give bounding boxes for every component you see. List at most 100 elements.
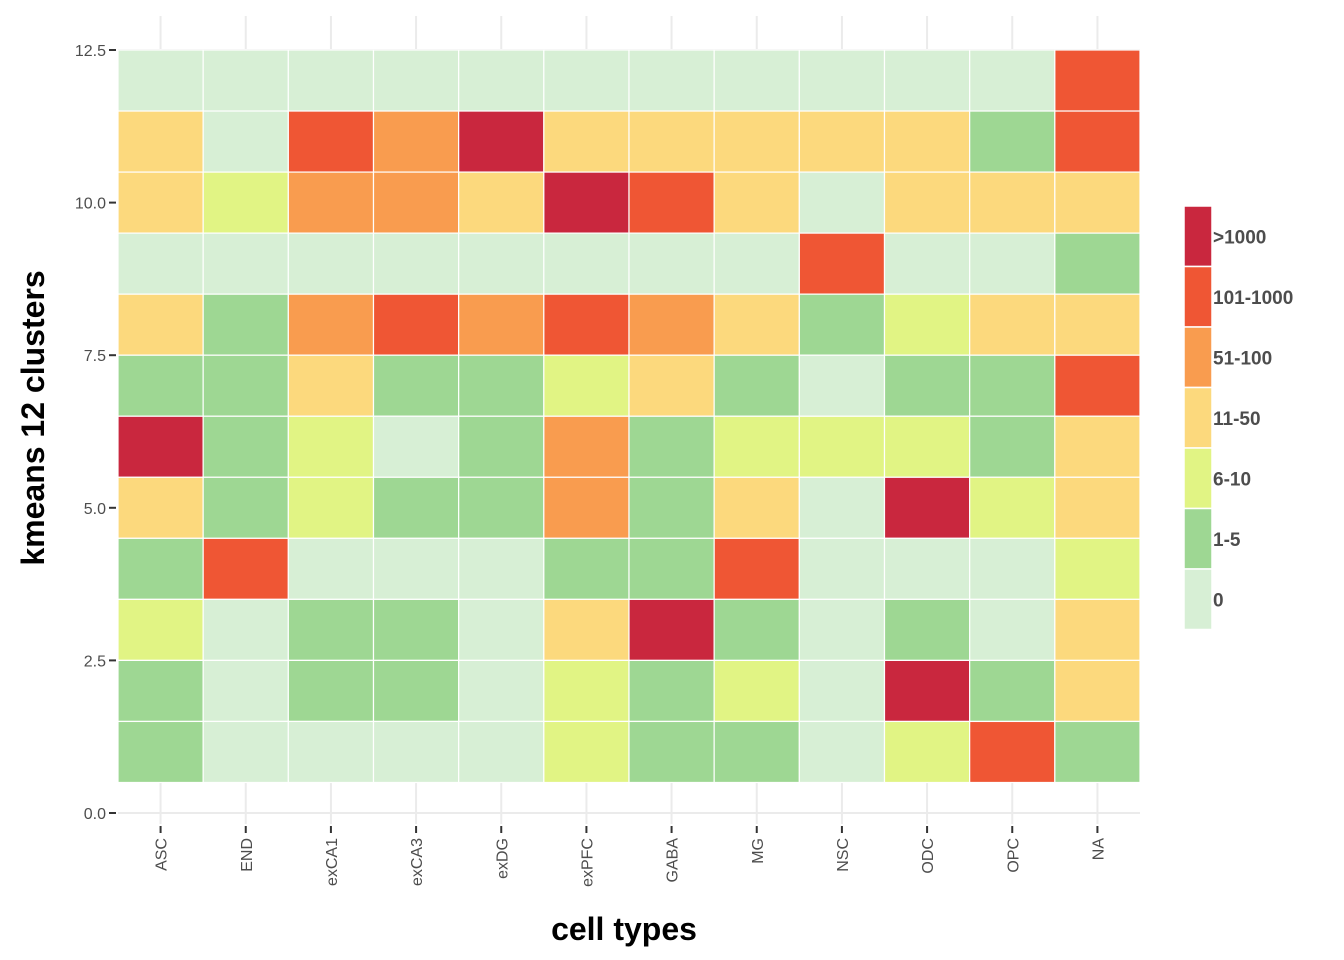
heatmap-cell	[117, 476, 204, 539]
heatmap-cell	[798, 720, 886, 784]
legend-swatch	[1183, 326, 1213, 389]
heatmap-cell	[883, 232, 971, 295]
heatmap-cell	[458, 598, 545, 661]
heatmap-cell	[543, 415, 630, 478]
y-tick-label: 10.0	[75, 196, 106, 213]
x-tick-label: exDG	[494, 838, 511, 879]
heatmap-cell	[798, 354, 886, 417]
heatmap-cell	[117, 537, 204, 600]
heatmap-cell	[883, 415, 971, 478]
heatmap-cell	[969, 415, 1056, 478]
heatmap-cell	[458, 415, 545, 478]
heatmap-cell	[543, 110, 630, 173]
heatmap-cell	[287, 415, 375, 478]
heatmap-cell	[372, 659, 460, 723]
heatmap-cell	[458, 110, 545, 173]
heatmap-cell	[628, 171, 715, 234]
heatmap-cell	[543, 598, 630, 661]
heatmap-cell	[969, 659, 1056, 723]
x-tick-label: ODC	[920, 838, 937, 874]
heatmap-cell	[883, 171, 971, 234]
heatmap-cell	[969, 171, 1056, 234]
heatmap-cell	[458, 171, 545, 234]
heatmap-cell	[202, 232, 289, 295]
legend-swatch	[1183, 507, 1213, 570]
heatmap-cell	[713, 354, 800, 417]
heatmap-cell	[628, 659, 715, 723]
heatmap-cell	[287, 720, 375, 784]
heatmap-cell	[287, 49, 375, 112]
heatmap-cell	[969, 537, 1056, 600]
heatmap-cell	[117, 293, 204, 356]
heatmap-cell	[287, 293, 375, 356]
heatmap-cell	[798, 537, 886, 600]
heatmap-cell	[798, 476, 886, 539]
legend-swatch	[1183, 205, 1213, 268]
heatmap-cell	[287, 537, 375, 600]
legend-swatch	[1183, 568, 1213, 631]
heatmap-cell	[1054, 415, 1141, 478]
heatmap-cell	[543, 537, 630, 600]
heatmap-cell	[202, 171, 289, 234]
heatmap-cell	[543, 476, 630, 539]
heatmap-cell	[628, 598, 715, 661]
heatmap-cell	[202, 659, 289, 723]
heatmap-cell	[628, 49, 715, 112]
heatmap-cell	[798, 659, 886, 723]
heatmap-cell	[543, 293, 630, 356]
heatmap-cell	[202, 598, 289, 661]
heatmap-cell	[883, 110, 971, 173]
heatmap-cell	[117, 598, 204, 661]
legend-label: 51-100	[1213, 348, 1272, 369]
heatmap-cell	[202, 49, 289, 112]
legend-label: >1000	[1213, 227, 1266, 248]
heatmap-cell	[1054, 293, 1141, 356]
heatmap-cell	[372, 720, 460, 784]
heatmap-cell	[969, 293, 1056, 356]
heatmap-cell	[372, 293, 460, 356]
heatmap-cell	[798, 49, 886, 112]
heatmap-cell	[1054, 354, 1141, 417]
y-tick-label: 2.5	[84, 653, 106, 670]
legend-swatch	[1183, 386, 1213, 449]
heatmap-cell	[713, 415, 800, 478]
x-tick-label: exCA3	[409, 838, 426, 886]
heatmap-cell	[1054, 720, 1141, 784]
heatmap-cell	[458, 720, 545, 784]
axes: 0.0 2.5 5.0 7.5 10.0 12.5 ASC END exCA1 exCA3 exDG…	[75, 43, 1108, 887]
heatmap-cell	[883, 293, 971, 356]
y-tick-label: 0.0	[84, 806, 106, 823]
heatmap-cell	[458, 232, 545, 295]
heatmap-cell	[202, 720, 289, 784]
heatmap-cell	[372, 110, 460, 173]
heatmap-cell	[117, 232, 204, 295]
heatmap-cell	[117, 171, 204, 234]
heatmap-cell	[713, 720, 800, 784]
x-tick-label: GABA	[665, 838, 682, 883]
y-tick-label: 12.5	[75, 43, 106, 60]
heatmap-cell	[372, 476, 460, 539]
legend: >1000 101-1000 51-100 11-50 6-10 1-5 0	[1183, 205, 1293, 631]
heatmap-cell	[883, 598, 971, 661]
heatmap-cell	[969, 232, 1056, 295]
heatmap-cell	[969, 598, 1056, 661]
heatmap-cell	[117, 720, 204, 784]
x-tick-label: exPFC	[579, 838, 596, 887]
heatmap-cell	[713, 598, 800, 661]
y-tick-label: 5.0	[84, 501, 106, 518]
heatmap-cell	[1054, 476, 1141, 539]
heatmap-cell	[458, 49, 545, 112]
legend-swatch	[1183, 265, 1213, 328]
heatmap-cell	[202, 293, 289, 356]
heatmap-cell	[202, 354, 289, 417]
heatmap-cell	[458, 293, 545, 356]
heatmap-cell	[798, 598, 886, 661]
heatmap-cell	[287, 476, 375, 539]
heatmap-cell	[713, 293, 800, 356]
heatmap-cell	[372, 354, 460, 417]
x-axis-title: cell types	[551, 911, 697, 947]
heatmap-cell	[372, 598, 460, 661]
x-tick-label: NSC	[835, 838, 852, 872]
heatmap-cell	[543, 49, 630, 112]
